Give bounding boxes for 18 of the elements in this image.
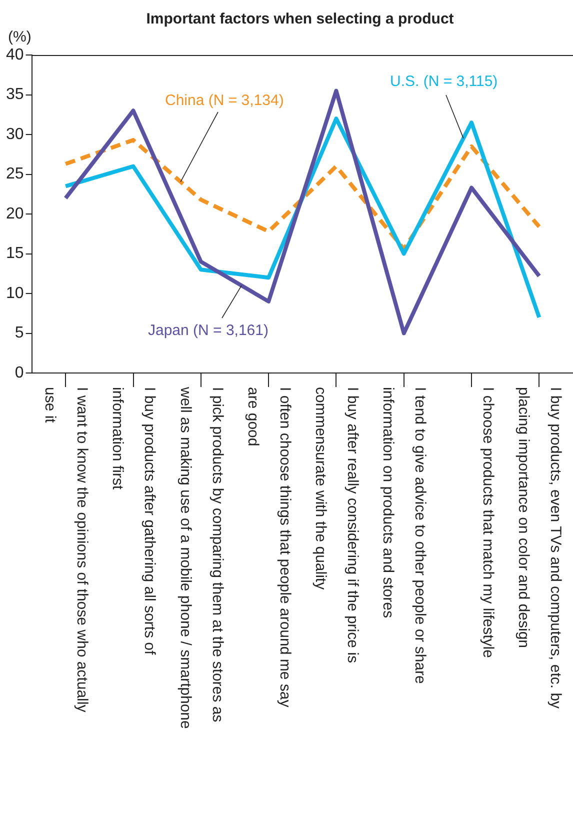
y-tick-label: 40 (6, 46, 24, 64)
y-tick-label: 0 (14, 364, 24, 382)
x-tick-label: I want to know the opinions of those who actually use it (41, 387, 90, 713)
y-tick-label: 5 (14, 324, 24, 342)
y-tick-label: 20 (6, 205, 24, 222)
text: U.S. (N = 3,115) (390, 73, 498, 90)
x-tick-label: I choose products that match my lifestyle (479, 387, 496, 658)
series-label: Japan (N = 3,161) (148, 322, 268, 340)
y-tick-label: 30 (6, 126, 24, 143)
x-tick-label: I often choose things that people around me say are good (244, 387, 294, 708)
y-tick-label: 35 (6, 86, 24, 104)
chart-title: Important factors when selecting a product (146, 10, 454, 28)
text: China (N = 3,134) (165, 92, 284, 110)
y-tick-label: 10 (6, 284, 24, 302)
y-tick-label: 25 (6, 166, 24, 183)
y-axis-title: (%) (8, 28, 32, 46)
y-tick-label: 15 (6, 245, 24, 262)
line-series (64, 138, 542, 251)
